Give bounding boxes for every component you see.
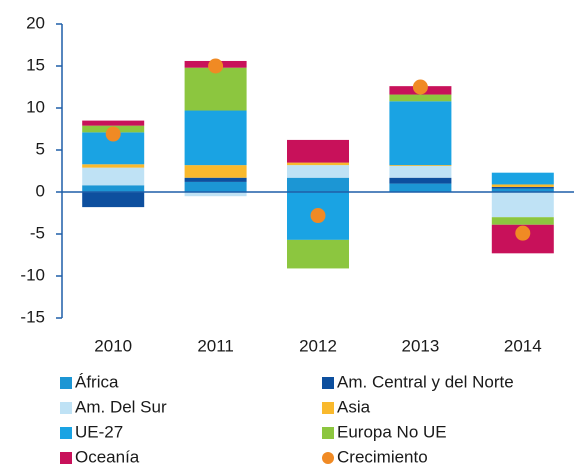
legend-label: Asia — [337, 397, 371, 416]
legend-label: Am. Central y del Norte — [337, 372, 514, 391]
bar-segment — [491, 184, 554, 187]
legend-label: Oceanía — [75, 447, 140, 466]
bar-segment — [287, 177, 349, 192]
x-tick-label: 2012 — [299, 336, 337, 355]
bar-segment — [389, 165, 452, 178]
growth-dot — [208, 58, 224, 74]
legend-swatch — [322, 427, 334, 439]
legend-label: Am. Del Sur — [75, 397, 167, 416]
bar-segment — [184, 67, 247, 111]
legend-swatch — [60, 452, 72, 464]
bar-segment — [82, 185, 145, 192]
x-tick-label: 2014 — [504, 336, 542, 355]
y-tick-label: 20 — [26, 13, 45, 32]
bar-segment — [184, 177, 247, 182]
bar-segment — [82, 192, 145, 208]
legend-swatch — [60, 427, 72, 439]
bar-segment — [389, 183, 452, 192]
bar-segment — [184, 110, 247, 166]
legend-swatch — [60, 377, 72, 389]
growth-dot — [310, 208, 326, 224]
y-tick-label: -10 — [20, 265, 45, 284]
bar-segment — [82, 120, 145, 126]
legend-label: Crecimiento — [337, 447, 428, 466]
legend-swatch — [322, 402, 334, 414]
bar-segment — [389, 94, 452, 102]
growth-dot — [105, 126, 121, 142]
legend-label: UE-27 — [75, 422, 123, 441]
bar-segment — [491, 217, 554, 225]
bar-segment — [287, 162, 349, 166]
bar-segment — [389, 101, 452, 166]
bar-segment — [287, 239, 349, 269]
y-tick-label: -5 — [30, 223, 45, 242]
bar-segment — [82, 167, 145, 186]
bar-segment — [287, 139, 349, 163]
x-tick-label: 2011 — [197, 336, 234, 355]
legend-swatch — [60, 402, 72, 414]
bar-segment — [491, 172, 554, 185]
bar-segment — [184, 181, 247, 192]
y-tick-label: -15 — [20, 307, 45, 326]
bar-segment — [184, 192, 247, 197]
bar-segment — [82, 164, 145, 168]
bar-segment — [491, 192, 554, 218]
x-tick-label: 2010 — [94, 336, 132, 355]
growth-dot — [412, 79, 428, 95]
y-tick-label: 10 — [26, 97, 45, 116]
y-tick-label: 0 — [36, 181, 45, 200]
bar-segment — [389, 177, 452, 184]
bar-segment — [389, 165, 452, 166]
bar-segment — [287, 165, 349, 178]
bar-segment — [491, 186, 554, 189]
y-tick-label: 15 — [26, 55, 45, 74]
growth-dot — [515, 225, 531, 241]
legend-label: África — [75, 372, 119, 391]
legend-label: Europa No UE — [337, 422, 447, 441]
bar-segment — [491, 188, 554, 192]
x-tick-label: 2013 — [401, 336, 439, 355]
legend-swatch — [322, 452, 334, 464]
y-tick-label: 5 — [36, 139, 45, 158]
legend-swatch — [322, 377, 334, 389]
bar-segment — [184, 165, 247, 178]
